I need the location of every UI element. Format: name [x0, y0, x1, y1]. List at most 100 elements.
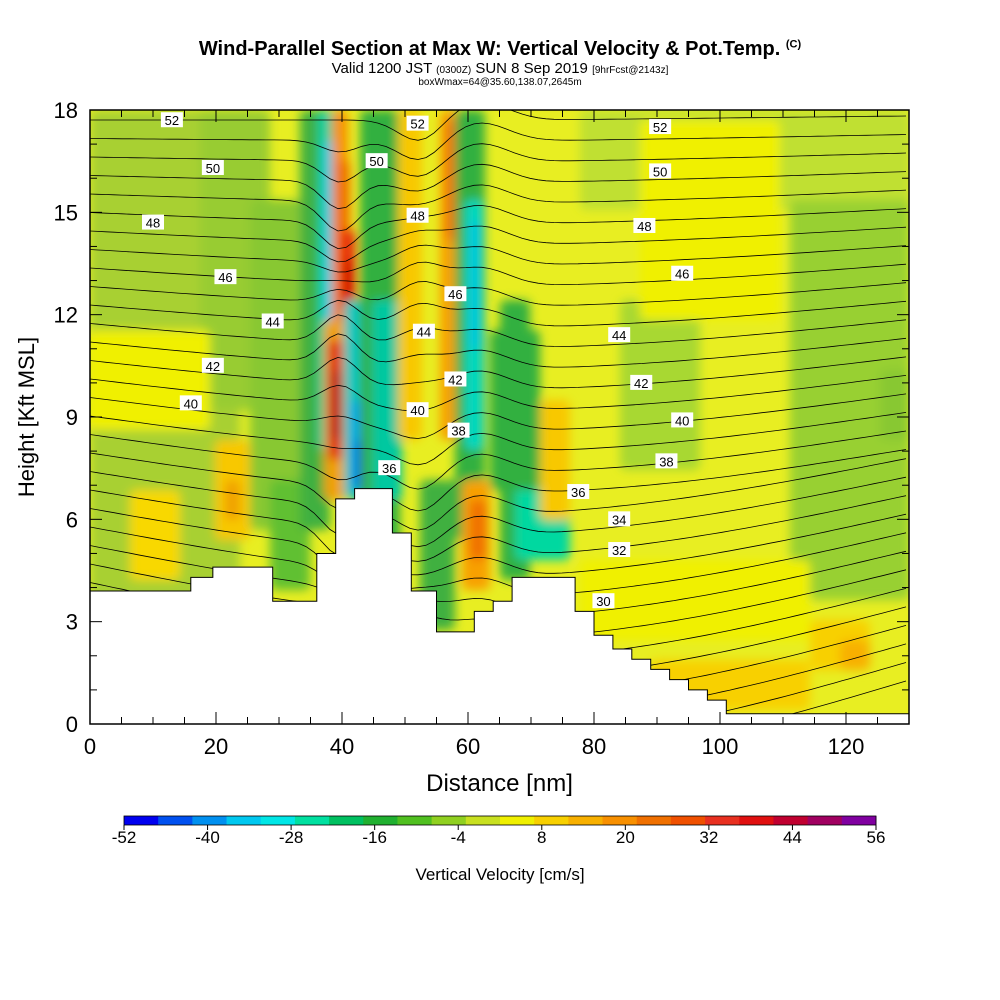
colorbar-tick-label: 44 [783, 828, 802, 847]
box-info: boxWmax=64@35.60,138.07,2645m [418, 77, 582, 88]
theta-contour-line [90, 299, 907, 327]
contour-label: 36 [382, 461, 396, 476]
contour-label: 44 [417, 325, 431, 340]
colorbar-swatch [294, 816, 330, 825]
chart-title-tag: (C) [785, 38, 802, 51]
field-patch [250, 200, 310, 530]
y-axis-label: Height [Kft MSL] [14, 337, 39, 497]
contour-label-box [406, 115, 429, 131]
colorbar-tick-label: 32 [699, 828, 718, 847]
field-patch [90, 330, 210, 430]
colorbar-swatch [226, 816, 262, 825]
colorbar-swatch [568, 816, 604, 825]
contour-label-box [179, 395, 202, 411]
colorbar-swatch [739, 816, 774, 825]
chart-subtitle: Valid 1200 JST (0300Z) SUN 8 Sep 2019 [9… [0, 60, 1000, 77]
colorbar-tick-label: 8 [537, 828, 546, 847]
colorbar-swatch [397, 816, 433, 825]
contour-label: 50 [653, 164, 667, 179]
y-tick-label: 6 [66, 507, 78, 532]
theta-contour-line [90, 412, 907, 466]
colorbar-swatch [636, 816, 672, 825]
contour-label-box [406, 402, 429, 418]
contour-label: 30 [596, 594, 610, 609]
contour-label: 32 [612, 543, 626, 558]
theta-contour-line [90, 430, 907, 490]
colorbar-swatch [260, 816, 296, 825]
colorbar-swatch [534, 816, 569, 825]
field-patch [840, 640, 870, 670]
theta-contour-line [90, 356, 907, 389]
x-tick-label: 60 [456, 734, 480, 759]
contour-label-box [214, 269, 237, 285]
chart-title: Wind-Parallel Section at Max W: Vertical… [0, 38, 1000, 61]
colorbar-tick-label: -40 [195, 828, 220, 847]
contour-label-box [412, 323, 435, 339]
contour-label-box [201, 159, 224, 175]
colorbar-swatch [670, 816, 706, 825]
field-patch [372, 300, 402, 500]
valid-time: Valid 1200 JST [331, 60, 432, 77]
contour-label-box [567, 484, 590, 500]
field-patch [540, 400, 570, 520]
field-patch [620, 300, 700, 470]
theta-contour-line [90, 225, 907, 263]
x-tick-label: 120 [828, 734, 865, 759]
contour-label: 48 [146, 216, 160, 231]
colorbar-swatch [431, 816, 467, 825]
chart-title-main: Wind-Parallel Section at Max W: Vertical… [198, 38, 781, 60]
contour-label: 42 [634, 376, 648, 391]
theta-contour-line [90, 495, 907, 573]
theta-contour-line [90, 476, 907, 556]
theta-contour-line [90, 110, 907, 141]
contour-label-box [201, 357, 224, 373]
contour-label-box [378, 460, 401, 476]
contour-label: 46 [675, 267, 689, 282]
contour-label-box [671, 412, 694, 428]
field-patch [130, 490, 180, 580]
theta-contour-line [90, 449, 907, 512]
x-tick-label: 0 [84, 734, 96, 759]
field-patch [332, 370, 340, 440]
contour-label-box [655, 453, 678, 469]
colorbar-tick-label: 20 [616, 828, 635, 847]
theta-contour-line [90, 143, 907, 183]
colorbar-frame [123, 815, 877, 826]
contour-label: 44 [265, 314, 279, 329]
colorbar-swatch [329, 816, 364, 825]
contour-label: 42 [448, 372, 462, 387]
colorbar-swatch [158, 816, 193, 825]
theta-contour-line [90, 375, 907, 412]
contour-label: 36 [571, 485, 585, 500]
x-tick-label: 100 [702, 734, 739, 759]
contour-label: 40 [410, 403, 424, 418]
colorbar-swatch [807, 816, 843, 825]
field-patch [344, 260, 354, 310]
x-tick-label: 80 [582, 734, 606, 759]
colorbar-swatch [465, 816, 501, 825]
x-axis-label: Distance [nm] [426, 770, 573, 797]
contour-label-box [649, 163, 672, 179]
field-patch [398, 110, 422, 440]
y-tick-label: 18 [54, 98, 78, 123]
contour-label: 44 [612, 328, 626, 343]
valid-utc: (0300Z) [436, 65, 472, 76]
contour-label: 50 [206, 161, 220, 176]
contour-label: 38 [451, 424, 465, 439]
field-patch [355, 440, 361, 490]
colorbar-swatch [773, 816, 809, 825]
contour-label-box [261, 313, 284, 329]
contour-label-box [592, 593, 615, 609]
contour-labels: 52 50 48 46 44 42 40 52 50 48 46 44 42 40 38 36 52 50 48 46… [142, 112, 694, 609]
y-tick-label: 0 [66, 712, 78, 737]
colorbar-swatch [841, 816, 877, 825]
theta-contour-line [90, 184, 907, 232]
field-patch [470, 220, 480, 350]
contour-label: 46 [218, 270, 232, 285]
contour-label: 52 [410, 117, 424, 132]
theta-contours [90, 110, 907, 724]
contour-label: 42 [206, 359, 220, 374]
colorbar-swatch [192, 816, 228, 825]
colorbar-tick-label: -52 [112, 828, 137, 847]
